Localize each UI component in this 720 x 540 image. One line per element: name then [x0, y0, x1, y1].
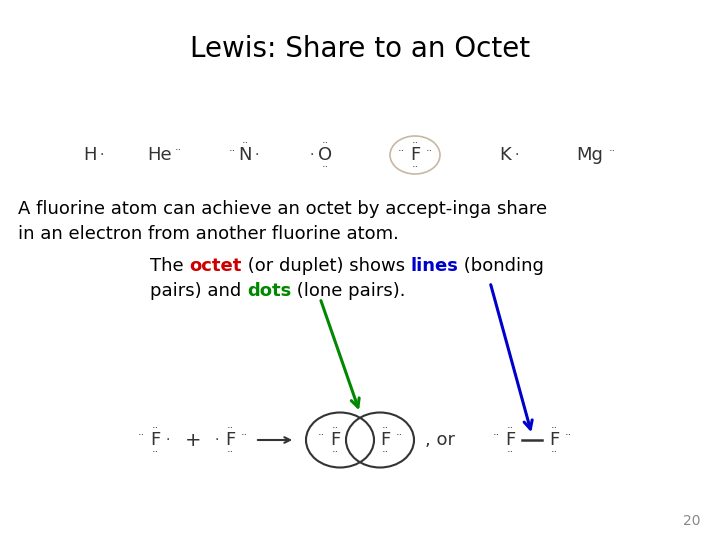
Text: (or duplet) shows: (or duplet) shows [242, 257, 410, 275]
Text: ·: · [515, 148, 519, 162]
Text: ··: ·· [240, 430, 248, 440]
Text: (lone pairs).: (lone pairs). [292, 282, 406, 300]
Text: F: F [225, 431, 235, 449]
Text: ··: ·· [228, 146, 235, 156]
Text: F: F [150, 431, 160, 449]
Text: ··: ·· [492, 430, 500, 440]
Text: ··: ·· [382, 423, 389, 433]
Text: lines: lines [410, 257, 459, 275]
Text: ·: · [166, 433, 170, 447]
Text: ··: ·· [174, 145, 181, 155]
Text: octet: octet [189, 257, 242, 275]
Text: ··: ·· [138, 430, 145, 440]
Text: ··: ·· [411, 162, 418, 172]
Text: ··: ·· [241, 138, 248, 148]
Text: The: The [150, 257, 189, 275]
Text: Lewis: Share to an Octet: Lewis: Share to an Octet [190, 35, 530, 63]
Text: F: F [505, 431, 515, 449]
Text: ··: ·· [506, 423, 513, 433]
Text: ·: · [215, 433, 219, 447]
Text: ·: · [100, 148, 104, 162]
Text: ··: ·· [331, 447, 338, 457]
Text: F: F [410, 146, 420, 164]
Text: ··: ·· [550, 447, 557, 457]
Text: ··: ·· [564, 430, 572, 440]
Text: ··: ·· [151, 447, 158, 457]
Text: ··: ·· [426, 146, 433, 156]
Text: ··: ·· [321, 162, 328, 172]
Text: O: O [318, 146, 332, 164]
Text: ··: ·· [608, 146, 616, 156]
Text: H: H [84, 146, 96, 164]
Text: ··: ·· [397, 146, 405, 156]
Text: dots: dots [247, 282, 292, 300]
Text: ··: ·· [550, 423, 557, 433]
Text: +: + [185, 430, 202, 449]
Text: pairs) and: pairs) and [150, 282, 247, 300]
Text: F: F [549, 431, 559, 449]
Text: F: F [330, 431, 340, 449]
Text: He: He [148, 146, 172, 164]
Text: ··: ·· [506, 447, 513, 457]
Text: ·: · [255, 148, 259, 162]
Text: , or: , or [425, 431, 455, 449]
Text: (bonding: (bonding [459, 257, 544, 275]
Text: N: N [238, 146, 252, 164]
Text: ··: ·· [382, 447, 389, 457]
Text: F: F [380, 431, 390, 449]
Text: ··: ·· [226, 423, 233, 433]
Text: ··: ·· [318, 430, 325, 440]
Text: in an electron from another fluorine atom.: in an electron from another fluorine ato… [18, 225, 399, 243]
Text: ··: ·· [411, 138, 418, 148]
Text: ··: ·· [331, 423, 338, 433]
Text: ··: ·· [321, 138, 328, 148]
Text: ··: ·· [151, 423, 158, 433]
Text: Mg: Mg [577, 146, 603, 164]
Text: ··: ·· [395, 430, 402, 440]
Text: ·: · [310, 148, 314, 162]
Text: 20: 20 [683, 514, 700, 528]
Text: K: K [499, 146, 511, 164]
Text: ··: ·· [226, 447, 233, 457]
Text: A fluorine atom can achieve an octet by accept-inga share: A fluorine atom can achieve an octet by … [18, 200, 547, 218]
